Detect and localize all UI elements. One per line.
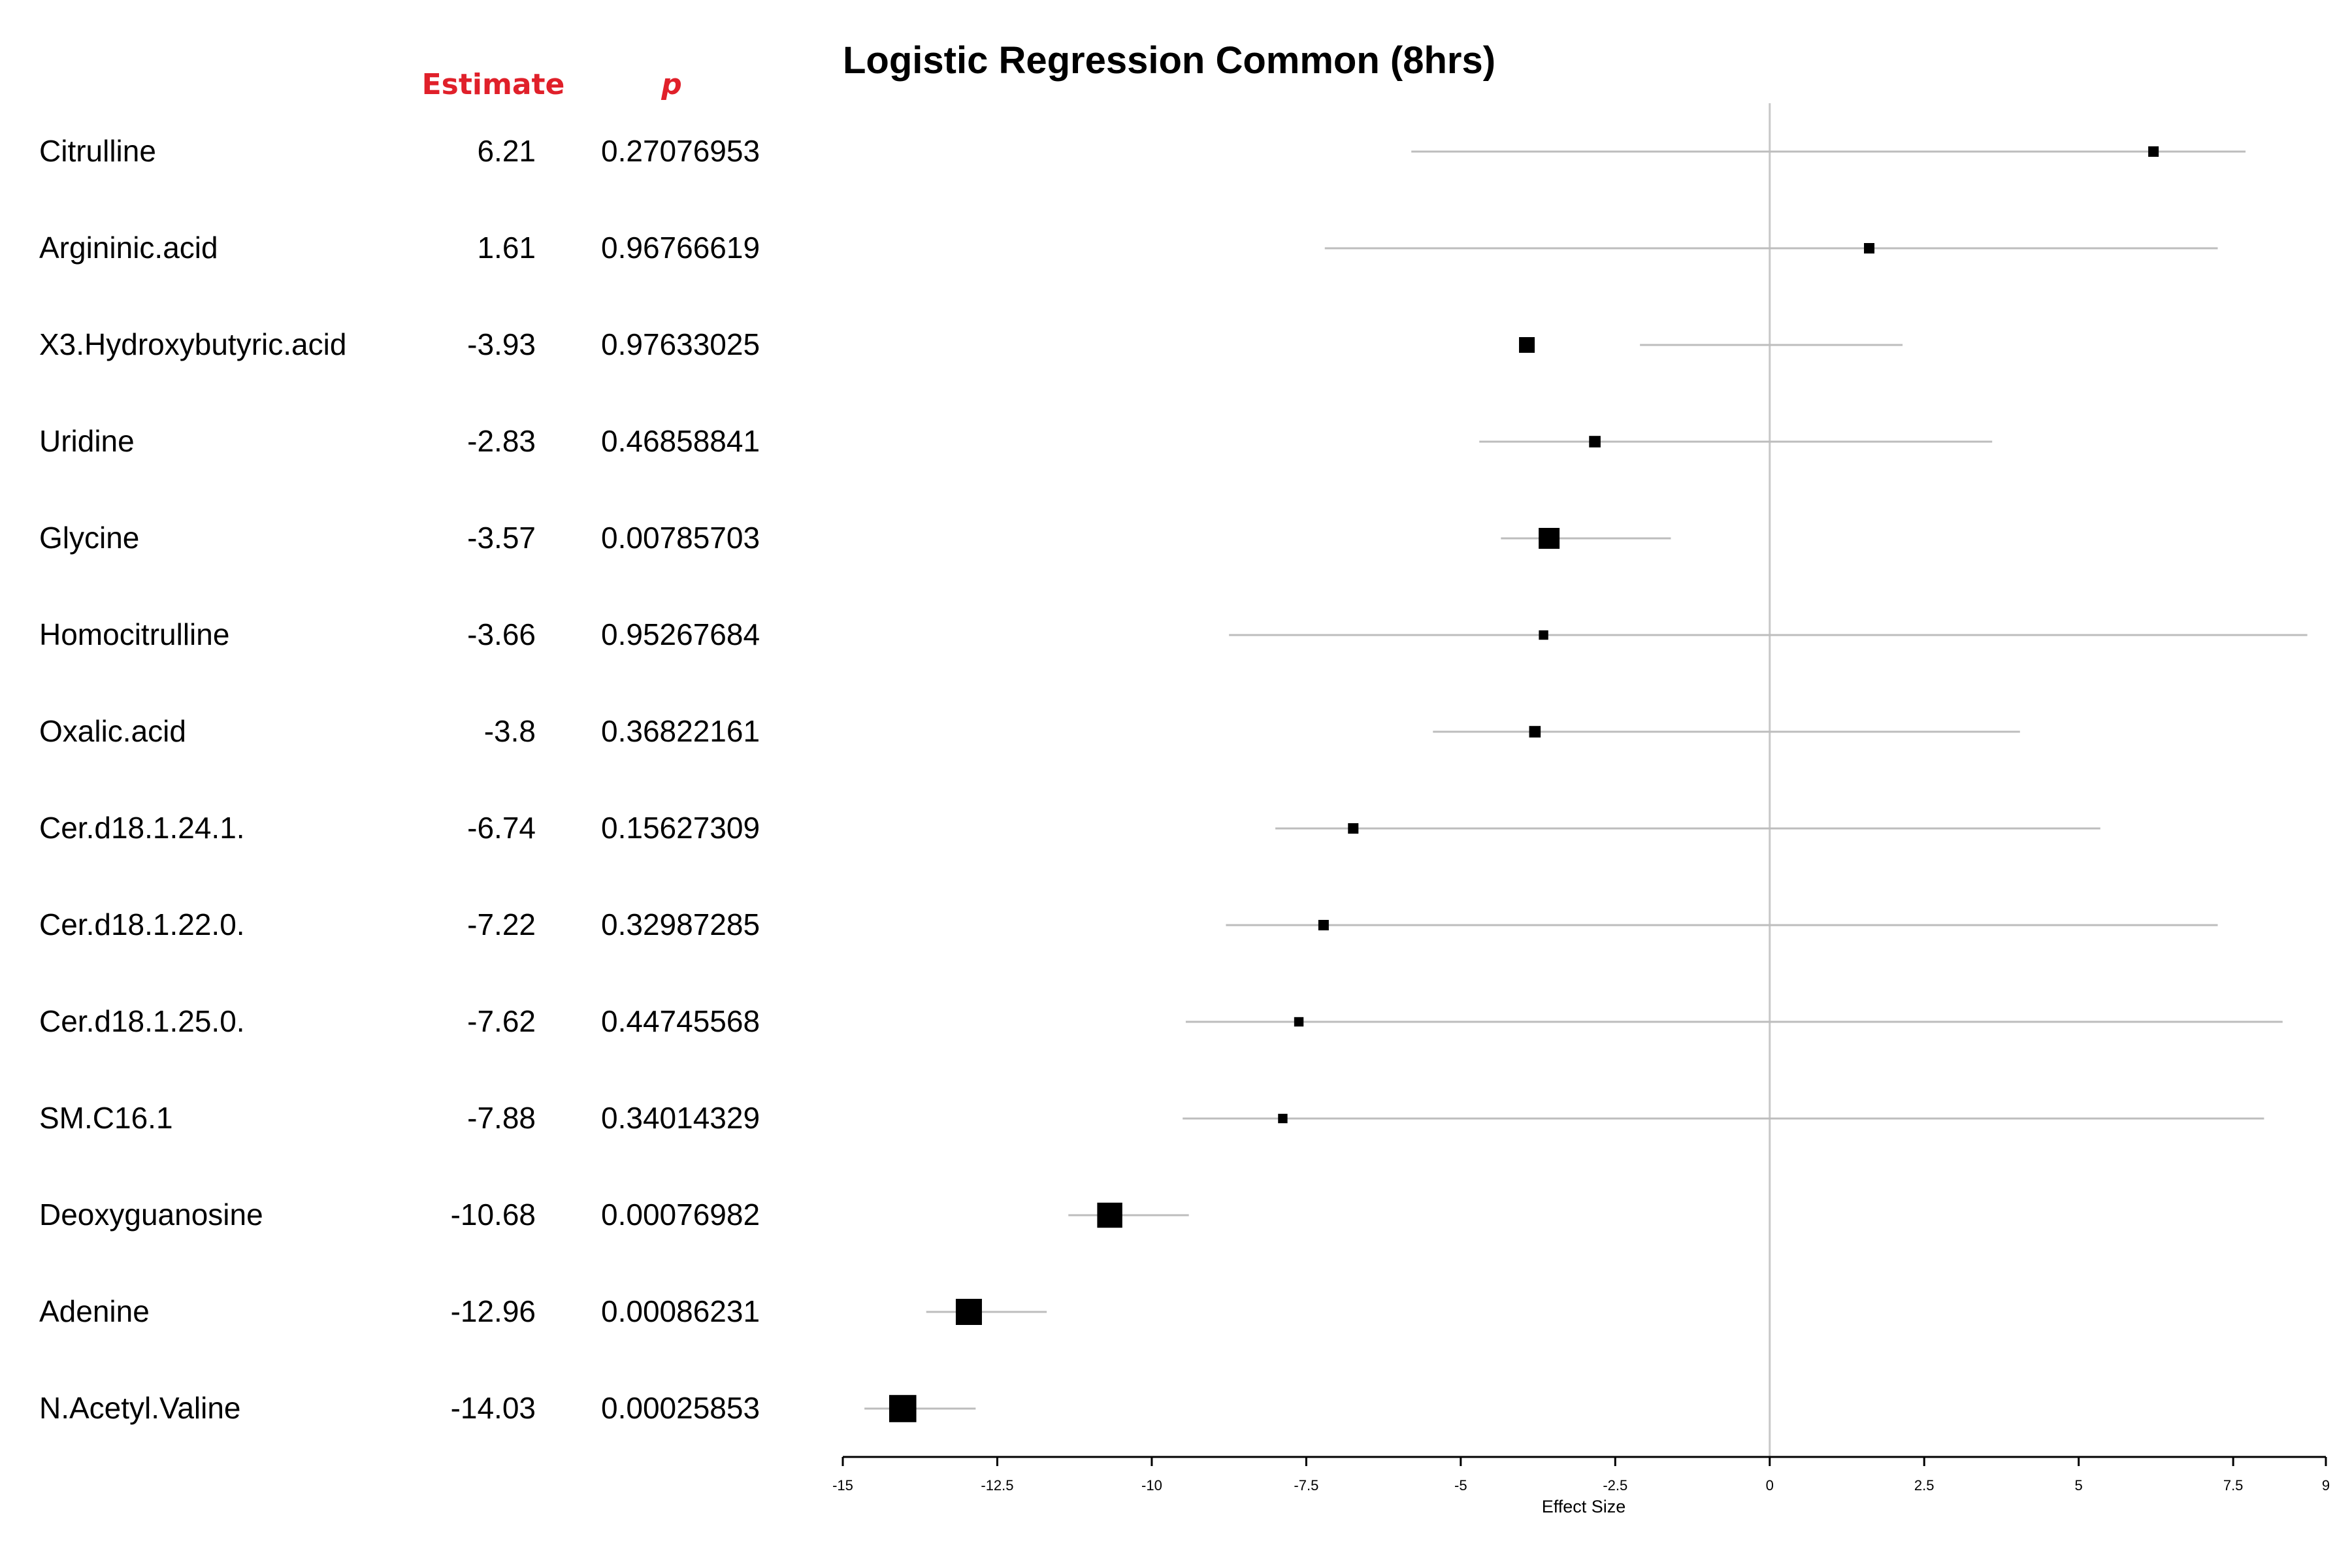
estimate-column-header: Estimate bbox=[422, 68, 565, 101]
rows-layer: Citrulline 6.21 0.27076953 Argininic.acid 1.… bbox=[39, 103, 2308, 1457]
estimate-marker bbox=[1519, 337, 1535, 353]
row-estimate-value: -7.62 bbox=[467, 1004, 536, 1038]
row-estimate-value: -6.74 bbox=[467, 811, 536, 845]
forest-row: Cer.d18.1.22.0. -7.22 0.32987285 bbox=[39, 907, 2218, 941]
row-estimate-value: -7.88 bbox=[467, 1101, 536, 1135]
forest-row: X3.Hydroxybutyric.acid -3.93 0.97633025 bbox=[39, 327, 1903, 361]
x-axis-tick-label: -15 bbox=[832, 1477, 853, 1494]
row-estimate-value: 6.21 bbox=[477, 134, 536, 168]
x-axis: -15 -12.5 -10 -7.5 -5 -2.5 0 2.5 5 7.5 9 bbox=[832, 1456, 2330, 1494]
x-axis-tick-label: -2.5 bbox=[1603, 1477, 1627, 1494]
row-p-value: 0.00076982 bbox=[601, 1198, 760, 1232]
forest-row: Citrulline 6.21 0.27076953 bbox=[39, 134, 2246, 168]
row-name-label: Glycine bbox=[39, 521, 139, 555]
forest-row: Deoxyguanosine -10.68 0.00076982 bbox=[39, 1198, 1189, 1232]
row-name-label: SM.C16.1 bbox=[39, 1101, 173, 1135]
row-estimate-value: -12.96 bbox=[451, 1294, 536, 1328]
row-name-label: Argininic.acid bbox=[39, 231, 218, 265]
estimate-marker bbox=[1539, 630, 1548, 640]
row-name-label: Cer.d18.1.22.0. bbox=[39, 907, 245, 941]
row-p-value: 0.97633025 bbox=[601, 327, 760, 361]
row-name-label: Uridine bbox=[39, 424, 135, 458]
row-name-label: N.Acetyl.Valine bbox=[39, 1391, 241, 1425]
row-p-value: 0.00025853 bbox=[601, 1391, 760, 1425]
row-name-label: Adenine bbox=[39, 1294, 150, 1328]
estimate-marker bbox=[1539, 528, 1560, 549]
row-p-value: 0.00785703 bbox=[601, 521, 760, 555]
estimate-marker bbox=[2148, 146, 2159, 157]
x-axis-label: Effect Size bbox=[1542, 1497, 1626, 1516]
row-estimate-value: -14.03 bbox=[451, 1391, 536, 1425]
row-name-label: Cer.d18.1.24.1. bbox=[39, 811, 245, 845]
estimate-marker bbox=[1294, 1017, 1304, 1027]
x-axis-tick-label: 7.5 bbox=[2223, 1477, 2244, 1494]
row-p-value: 0.00086231 bbox=[601, 1294, 760, 1328]
p-column-header: p bbox=[661, 68, 682, 101]
forest-row: Oxalic.acid -3.8 0.36822161 bbox=[39, 714, 2020, 748]
forest-row: Glycine -3.57 0.00785703 bbox=[39, 521, 1671, 555]
forest-row: SM.C16.1 -7.88 0.34014329 bbox=[39, 1101, 2264, 1135]
estimate-marker bbox=[1529, 726, 1541, 738]
forest-row: N.Acetyl.Valine -14.03 0.00025853 bbox=[39, 1391, 976, 1425]
row-p-value: 0.44745568 bbox=[601, 1004, 760, 1038]
row-p-value: 0.95267684 bbox=[601, 617, 760, 651]
x-axis-tick-label: 9 bbox=[2322, 1477, 2330, 1494]
chart-title: Logistic Regression Common (8hrs) bbox=[843, 39, 1495, 82]
forest-row: Adenine -12.96 0.00086231 bbox=[39, 1294, 1047, 1328]
row-p-value: 0.27076953 bbox=[601, 134, 760, 168]
row-p-value: 0.46858841 bbox=[601, 424, 760, 458]
row-estimate-value: -10.68 bbox=[451, 1198, 536, 1232]
row-estimate-value: -3.57 bbox=[467, 521, 536, 555]
row-p-value: 0.32987285 bbox=[601, 907, 760, 941]
row-estimate-value: 1.61 bbox=[477, 231, 536, 265]
row-name-label: Cer.d18.1.25.0. bbox=[39, 1004, 245, 1038]
row-p-value: 0.36822161 bbox=[601, 714, 760, 748]
x-axis-tick-label: 0 bbox=[1766, 1477, 1774, 1494]
row-name-label: X3.Hydroxybutyric.acid bbox=[39, 327, 346, 361]
row-name-label: Deoxyguanosine bbox=[39, 1198, 263, 1232]
row-estimate-value: -3.66 bbox=[467, 617, 536, 651]
x-axis-tick-label: 2.5 bbox=[1914, 1477, 1935, 1494]
x-axis-tick-label: -7.5 bbox=[1294, 1477, 1318, 1494]
estimate-marker bbox=[1589, 436, 1601, 448]
row-name-label: Citrulline bbox=[39, 134, 156, 168]
row-estimate-value: -3.93 bbox=[467, 327, 536, 361]
row-p-value: 0.15627309 bbox=[601, 811, 760, 845]
row-estimate-value: -3.8 bbox=[484, 714, 536, 748]
x-axis-tick-label: -12.5 bbox=[981, 1477, 1013, 1494]
x-axis-tick-label: -10 bbox=[1141, 1477, 1162, 1494]
x-axis-tick-label: -5 bbox=[1454, 1477, 1467, 1494]
row-name-label: Homocitrulline bbox=[39, 617, 229, 651]
forest-row: Uridine -2.83 0.46858841 bbox=[39, 424, 1993, 458]
estimate-marker bbox=[1278, 1113, 1288, 1124]
forest-row: Cer.d18.1.25.0. -7.62 0.44745568 bbox=[39, 1004, 2283, 1038]
x-axis-tick-label: 5 bbox=[2075, 1477, 2083, 1494]
forest-row: Argininic.acid 1.61 0.96766619 bbox=[39, 231, 2218, 265]
forest-row: Homocitrulline -3.66 0.95267684 bbox=[39, 617, 2308, 651]
row-estimate-value: -2.83 bbox=[467, 424, 536, 458]
row-name-label: Oxalic.acid bbox=[39, 714, 186, 748]
estimate-marker bbox=[1348, 823, 1359, 834]
forest-row: Cer.d18.1.24.1. -6.74 0.15627309 bbox=[39, 811, 2100, 845]
estimate-marker bbox=[955, 1299, 982, 1325]
estimate-marker bbox=[1097, 1202, 1122, 1228]
row-p-value: 0.34014329 bbox=[601, 1101, 760, 1135]
row-p-value: 0.96766619 bbox=[601, 231, 760, 265]
estimate-marker bbox=[1864, 243, 1875, 253]
row-estimate-value: -7.22 bbox=[467, 907, 536, 941]
estimate-marker bbox=[889, 1395, 917, 1422]
estimate-marker bbox=[1318, 920, 1329, 930]
